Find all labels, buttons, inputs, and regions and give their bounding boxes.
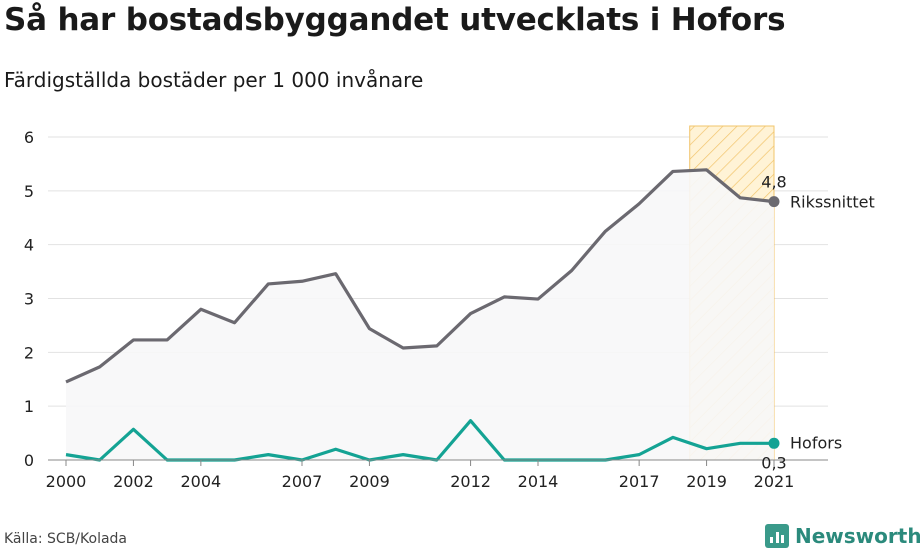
national-line [65,168,775,384]
newsworthy-logo-icon [765,524,789,548]
national-area [66,169,774,461]
y-tick-label: 5 [24,182,34,201]
brand-name: Newsworthy [795,524,920,548]
chart-title: Så har bostadsbyggandet utvecklats i Hof… [4,2,786,38]
y-axis: 0 1 2 3 4 5 6 [24,128,34,470]
chart-subtitle: Färdigställda bostäder per 1 000 invånar… [4,68,424,92]
x-tick-label: 2014 [518,472,559,491]
x-tick-label: 2002 [113,472,154,491]
x-tick-label: 2000 [46,472,87,491]
x-tick-label: 2004 [180,472,221,491]
hofors-series-label: Hofors [790,433,842,452]
x-tick-label: 2007 [282,472,323,491]
y-tick-label: 1 [24,397,34,416]
national-end-dot [768,196,780,208]
y-tick-label: 4 [24,236,34,255]
y-tick-label: 2 [24,343,34,362]
national-value-label: 4,8 [761,173,786,192]
x-tick-label: 2017 [619,472,660,491]
national-series-label: Rikssnittet [790,193,875,212]
y-tick-label: 6 [24,128,34,147]
area-fill [66,169,774,461]
brand-logo: Newsworthy [765,520,920,552]
y-tick-label: 0 [24,451,34,470]
source-note: Källa: SCB/Kolada [4,531,128,547]
x-axis: 2000 2002 2004 2007 2009 2012 2014 2017 2019 2021 [46,459,828,491]
hofors-end-dot [768,437,780,449]
x-tick-label: 2021 [754,472,795,491]
x-tick-label: 2019 [686,472,727,491]
x-tick-label: 2012 [450,472,491,491]
x-tick-label: 2009 [349,472,390,491]
y-tick-label: 3 [24,290,34,309]
hofors-value-label: 0,3 [761,453,786,472]
